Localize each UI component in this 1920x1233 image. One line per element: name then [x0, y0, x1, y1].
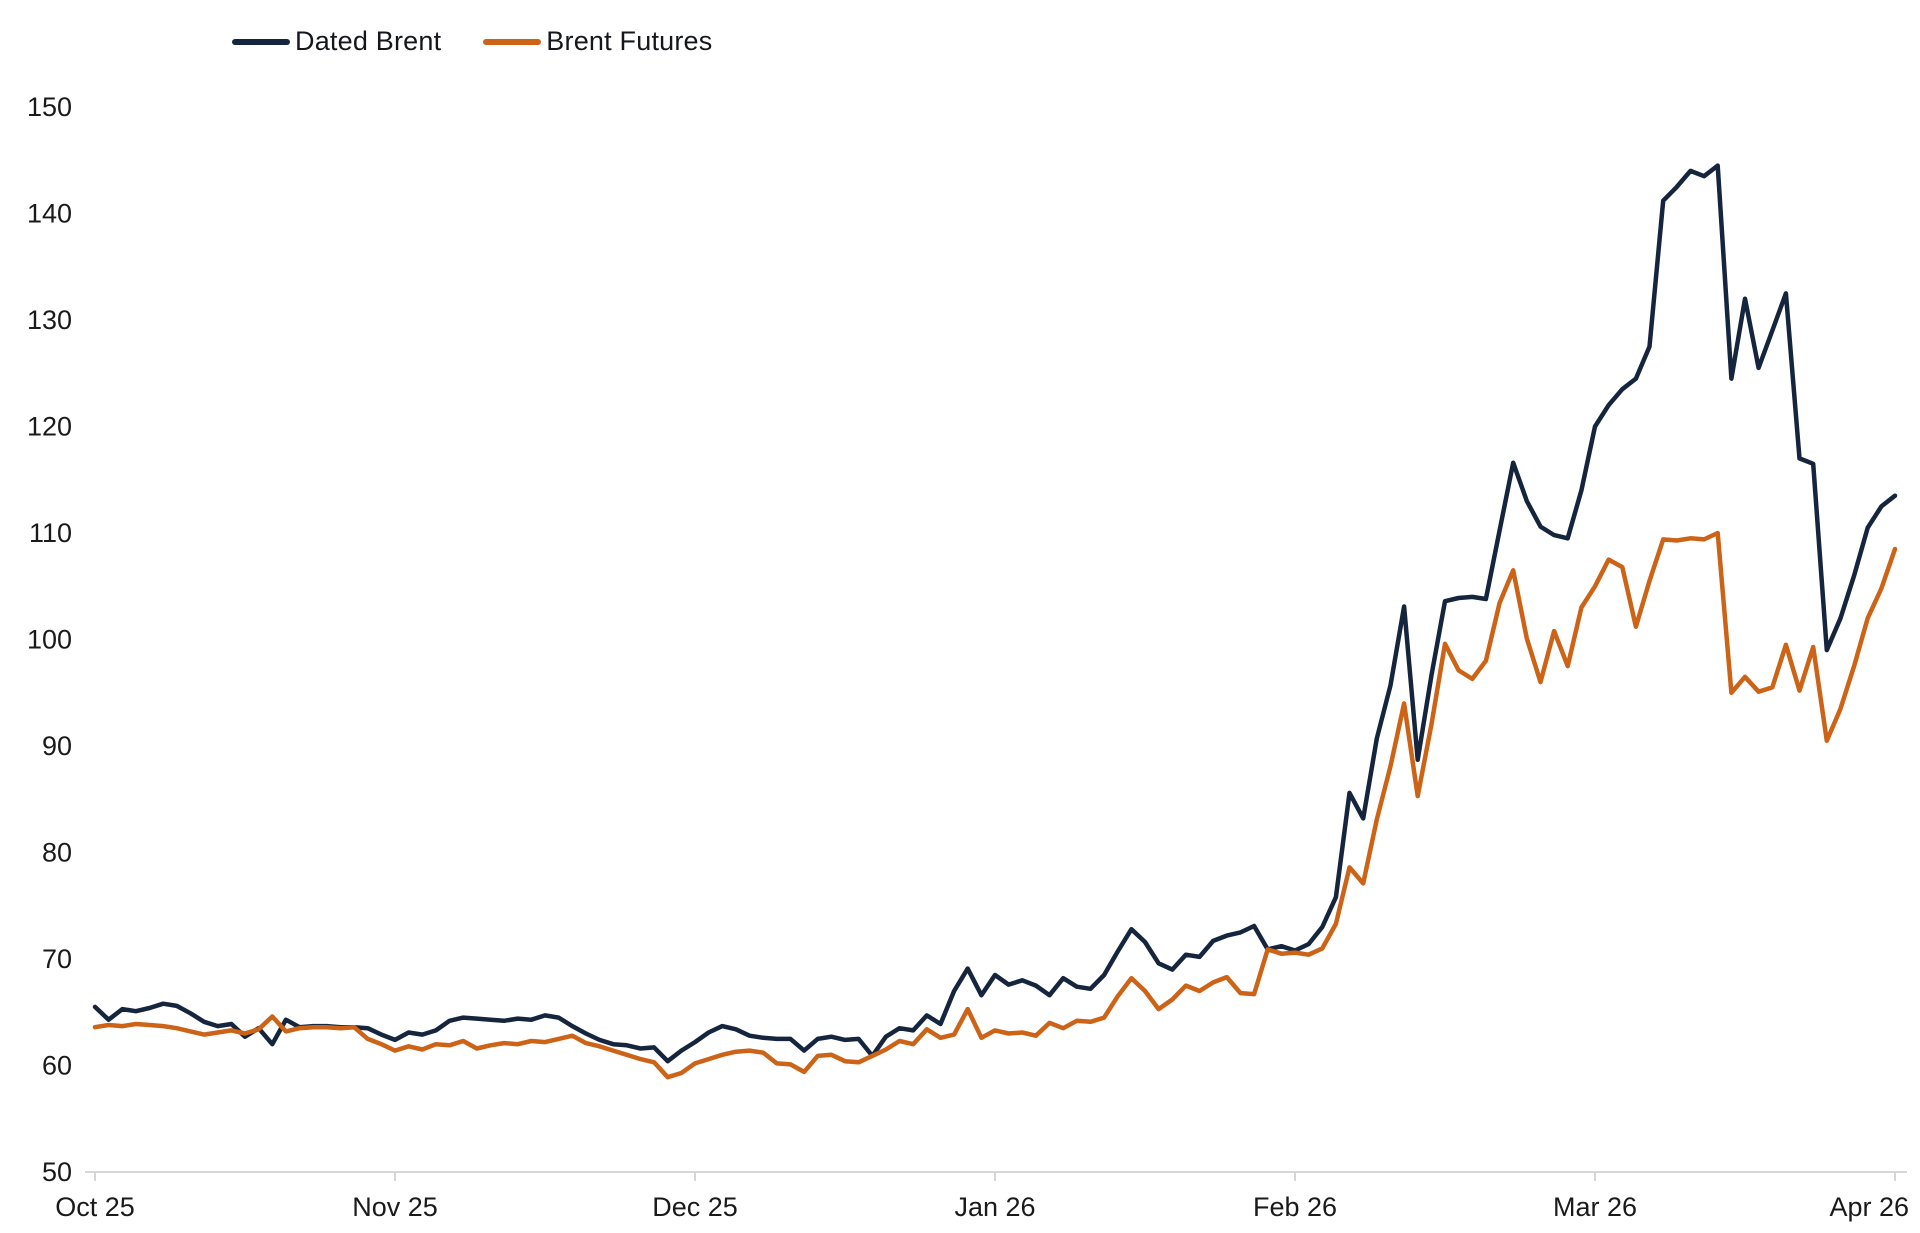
series-line-brent-futures: [92, 530, 1898, 1080]
legend-label-dated-brent: Dated Brent: [295, 26, 442, 56]
legend-item-brent-futures: Brent Futures: [483, 26, 712, 57]
y-axis-label: 50: [42, 1157, 72, 1187]
y-axis-label: 120: [27, 412, 72, 442]
x-axis-label: Dec 25: [652, 1192, 738, 1222]
series-line-dated-brent: [92, 163, 1898, 1064]
x-axis-label: Jan 26: [954, 1192, 1035, 1222]
y-axis-label: 70: [42, 944, 72, 974]
y-axis-label: 140: [27, 199, 72, 229]
x-axis-label: Nov 25: [352, 1192, 438, 1222]
y-axis-label: 130: [27, 305, 72, 335]
x-axis-label: Mar 26: [1553, 1192, 1637, 1222]
chart-legend: Dated Brent Brent Futures: [232, 26, 712, 57]
y-axis-label: 60: [42, 1051, 72, 1081]
y-axis-label: 110: [29, 518, 72, 548]
x-axis-label: Feb 26: [1253, 1192, 1337, 1222]
x-axis-label: Oct 25: [55, 1192, 135, 1222]
legend-label-brent-futures: Brent Futures: [546, 26, 713, 56]
y-axis-label: 80: [42, 838, 72, 868]
legend-swatch-dated-brent: [232, 38, 290, 45]
x-axis-label: Apr 26: [1829, 1192, 1909, 1222]
legend-swatch-brent-futures: [483, 38, 542, 45]
legend-item-dated-brent: Dated Brent: [232, 26, 441, 57]
y-axis-label: 100: [27, 625, 72, 655]
y-axis-label: 150: [27, 92, 72, 122]
y-axis-label: 90: [42, 731, 72, 761]
